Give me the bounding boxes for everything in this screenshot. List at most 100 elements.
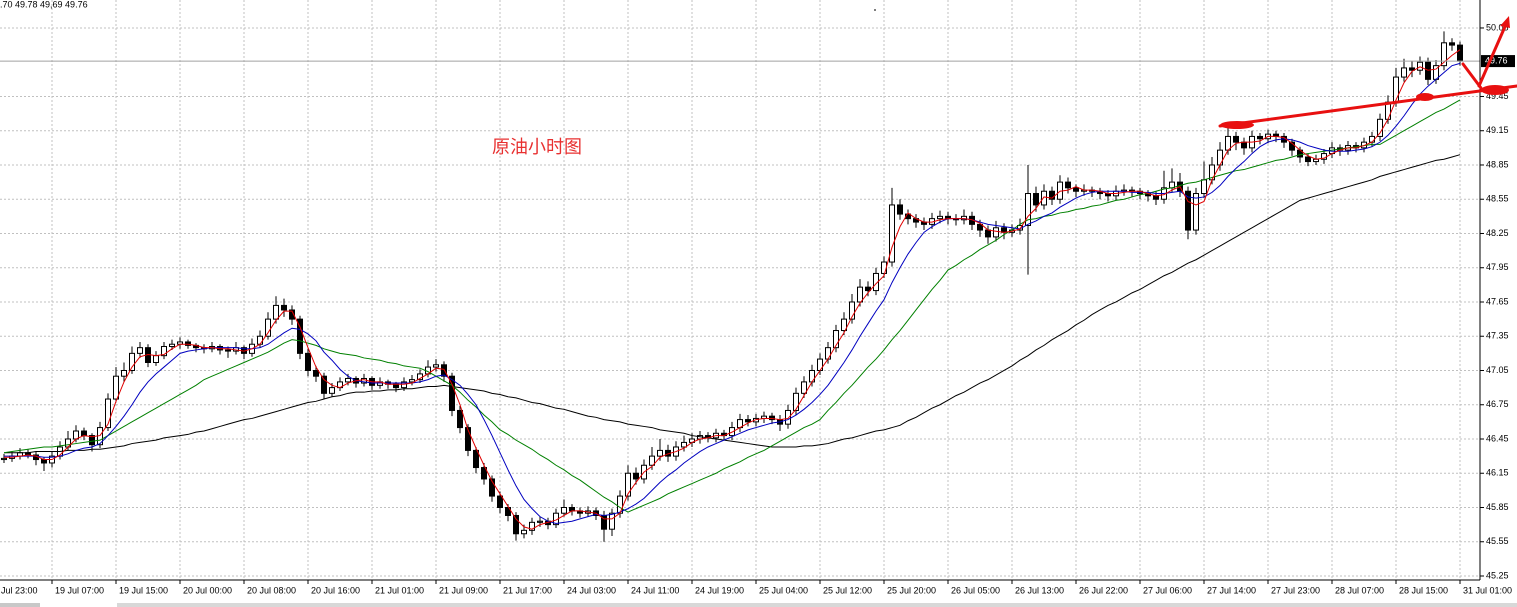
y-tick-label: 48.85 (1486, 159, 1509, 169)
candle-body (1, 457, 7, 461)
candle-body (1201, 179, 1207, 195)
candle-body (801, 381, 807, 394)
candle-body (561, 507, 567, 514)
candle-body (793, 392, 799, 411)
candle-body (473, 449, 479, 469)
candle-body (1401, 67, 1407, 78)
candle-body (857, 286, 863, 303)
candle-body (113, 375, 119, 400)
candle-body (977, 223, 983, 231)
candle-body (1065, 181, 1071, 189)
x-tick-label: 24 Jul 03:00 (567, 585, 616, 595)
candle-body (185, 341, 191, 346)
candle-body (481, 467, 487, 480)
candle-body (225, 349, 231, 352)
moving-average-line (4, 154, 1461, 454)
y-tick-label: 47.95 (1486, 262, 1509, 272)
time-axis-area (0, 580, 1480, 607)
candle-body (537, 520, 543, 523)
candle-body (265, 318, 271, 337)
arrow-line (1461, 62, 1483, 90)
x-tick-label: 19 Jul 15:00 (119, 585, 168, 595)
candle-body (457, 409, 463, 429)
scroll-tab (0, 603, 40, 607)
candle-body (329, 387, 335, 394)
candle-body (849, 301, 855, 320)
y-tick-label: 50.05 (1486, 22, 1509, 32)
y-tick-label: 45.85 (1486, 502, 1509, 512)
x-tick-label: 21 Jul 17:00 (503, 585, 552, 595)
ohlc-header: .70 49.78 49,69 49.76 (0, 0, 88, 9)
candle-body (273, 304, 279, 320)
candle-body (1457, 44, 1463, 62)
x-tick-label: 24 Jul 19:00 (695, 585, 744, 595)
x-tick-label: 27 Jul 23:00 (1271, 585, 1320, 595)
moving-average-line (4, 49, 1461, 530)
candle-body (1289, 141, 1295, 151)
price-axis-area (1480, 0, 1517, 607)
candle-body (257, 335, 263, 345)
candle-body (681, 441, 687, 448)
candle-body (321, 375, 327, 394)
x-tick-label: 27 Jul 14:00 (1207, 585, 1256, 595)
candle-body (1041, 190, 1047, 206)
candle-body (121, 369, 127, 377)
candle-body (1393, 76, 1399, 103)
last-price-box (1481, 55, 1515, 68)
x-tick-label: Jul 23:00 (1, 585, 38, 595)
candle-body (745, 419, 751, 423)
annotation: 原油小时图 (492, 137, 582, 157)
mark-blob (1481, 85, 1509, 95)
candle-body (345, 377, 351, 383)
x-tick-label: 25 Jul 20:00 (887, 585, 936, 595)
candle-body (1305, 156, 1311, 163)
candle-body (825, 347, 831, 360)
candle-body (833, 330, 839, 349)
x-tick-label: 20 Jul 08:00 (247, 585, 296, 595)
candle-body (1369, 135, 1375, 143)
y-tick-label: 47.05 (1486, 365, 1509, 375)
x-tick-label: 19 Jul 07:00 (55, 585, 104, 595)
candle-body (1241, 141, 1247, 149)
candle-body (465, 427, 471, 451)
candle-body (81, 430, 87, 437)
candle-body (449, 375, 455, 411)
candle-body (569, 507, 575, 512)
candle-body (841, 318, 847, 332)
mark-blob (1220, 121, 1254, 129)
candle-body (169, 343, 175, 348)
arrow-head (1500, 16, 1510, 28)
candle-body (281, 304, 287, 311)
candle-body (1449, 42, 1455, 46)
candle-body (617, 495, 623, 514)
candle-body (41, 459, 47, 464)
candle-body (985, 229, 991, 238)
candle-body (873, 272, 879, 292)
y-tick-label: 46.45 (1486, 433, 1509, 443)
candle-body (305, 352, 311, 371)
candle-body (433, 364, 439, 368)
candle-body (1049, 190, 1055, 200)
candle-body (1409, 67, 1415, 71)
x-tick-label: 31 Jul 01:00 (1463, 585, 1512, 595)
candle-body (1417, 61, 1423, 71)
y-tick-label: 49.15 (1486, 125, 1509, 135)
candle-body (521, 529, 527, 535)
candle-body (129, 352, 135, 371)
grid-layer (0, 0, 1480, 580)
y-tick-label: 47.35 (1486, 331, 1509, 341)
candle-body (1185, 190, 1191, 231)
scroll-tab (117, 603, 1517, 607)
x-tick-label: 25 Jul 04:00 (759, 585, 808, 595)
candle-body (313, 369, 319, 377)
candle-body (1257, 135, 1263, 140)
candle-body (657, 449, 663, 457)
candle-body (1377, 118, 1383, 137)
candle-body (937, 215, 943, 220)
candle-body (1425, 61, 1431, 80)
ma-layer (0, 49, 1480, 530)
moving-average-line (4, 62, 1461, 524)
candle-body (409, 379, 415, 383)
